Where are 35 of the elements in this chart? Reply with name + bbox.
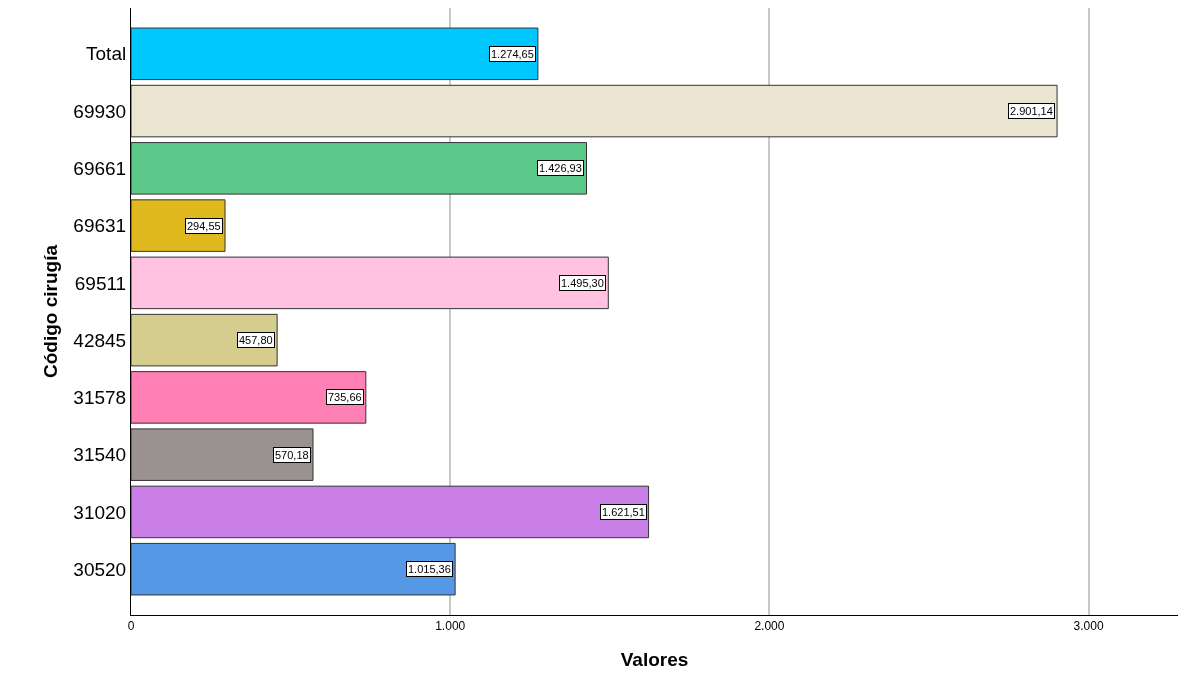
y-tick-label: 69930 [73, 100, 127, 122]
x-axis-title: Valores [620, 649, 689, 671]
data-label: 1.274,65 [491, 48, 534, 60]
bar [131, 485, 650, 539]
data-label: 1.495,30 [561, 277, 604, 289]
bar [131, 371, 367, 424]
bar [131, 313, 278, 367]
data-label: 1.621,51 [602, 506, 645, 518]
y-tick-label: Total [86, 43, 127, 65]
y-tick-label: 69631 [73, 215, 127, 237]
bar [131, 428, 314, 481]
y-tick-label: 31020 [73, 501, 127, 523]
y-tick-label: 42845 [73, 329, 127, 351]
x-tick-label: 0 [127, 619, 135, 634]
bar [131, 256, 609, 310]
bar [131, 27, 539, 81]
x-tick-label: 2.000 [754, 619, 785, 634]
data-label: 294,55 [187, 220, 221, 232]
data-label: 570,18 [275, 449, 309, 461]
x-tick-label: 3.000 [1073, 619, 1104, 634]
y-tick-label: 31540 [73, 444, 127, 466]
data-label: 1.426,93 [539, 162, 582, 174]
y-axis-title: Código cirugía [40, 244, 62, 378]
bar [131, 84, 1058, 138]
y-tick-label: 31578 [73, 387, 127, 409]
bar [131, 542, 456, 596]
y-tick-label: 30520 [73, 558, 127, 580]
y-tick-label: 69661 [73, 157, 127, 179]
data-label: 1.015,36 [408, 563, 451, 575]
data-label: 735,66 [328, 391, 362, 403]
data-label: 457,80 [239, 334, 273, 346]
x-tick-label: 1.000 [435, 619, 466, 634]
data-label: 2.901,14 [1010, 105, 1053, 117]
bar [131, 142, 587, 195]
y-tick-label: 69511 [74, 272, 127, 294]
